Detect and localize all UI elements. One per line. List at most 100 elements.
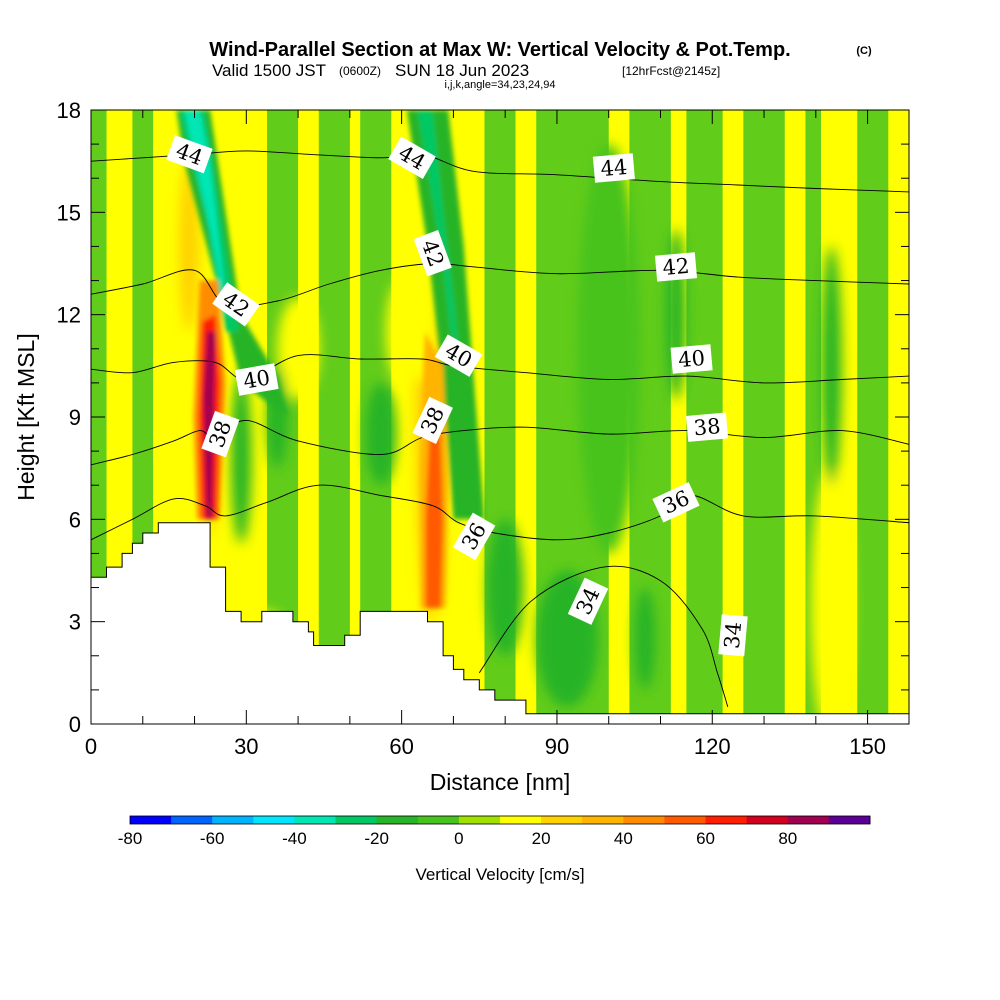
x-axis-title: Distance [nm]	[430, 769, 571, 795]
contour-label: 38	[686, 412, 729, 442]
x-tick-label: 120	[694, 734, 731, 759]
colorbar-tick-label: -20	[364, 829, 389, 848]
contour-label-box	[234, 363, 279, 396]
colorbar-frame	[129, 815, 871, 825]
colorbar-swatch	[417, 816, 460, 824]
theta-contour-36	[91, 484, 909, 541]
contour-label-box	[718, 614, 748, 657]
velocity-blob	[277, 297, 319, 400]
colorbar-swatch	[541, 816, 583, 824]
velocity-blob	[365, 382, 397, 486]
colorbar-swatch	[130, 816, 172, 824]
contour-label: 40	[234, 363, 279, 396]
contour-label-text: 40	[241, 365, 271, 393]
contour-label-box	[652, 482, 700, 523]
forecast-info: [12hrFcst@2145z]	[622, 64, 720, 78]
contour-label-box	[670, 344, 713, 374]
colorbar-swatch	[171, 816, 213, 824]
velocity-blob	[634, 587, 656, 690]
contour-label-box	[452, 512, 496, 561]
contour-label: 44	[592, 153, 635, 183]
x-tick-label: 90	[545, 734, 569, 759]
valid-time: Valid 1500 JST	[212, 61, 326, 80]
utc-time: (0600Z)	[339, 64, 381, 78]
y-axis-ticks: 0 3 6 9 12 15 18	[57, 98, 909, 737]
colorbar-swatch	[335, 816, 378, 824]
x-tick-label: 30	[234, 734, 258, 759]
contour-label-text: 42	[662, 254, 691, 280]
contour-label: 42	[654, 252, 698, 282]
colorbar-swatch	[376, 816, 419, 824]
colorbar-tick-label: 60	[696, 829, 715, 848]
colorbar-swatch	[253, 816, 295, 824]
contour-label: 40	[670, 344, 713, 374]
theta-contour-40	[91, 354, 909, 384]
velocity-blob	[810, 468, 853, 724]
colorbar: -80 -60 -40 -20 0 20 40 60 80	[118, 815, 871, 848]
contour-label-box	[166, 135, 213, 174]
x-tick-label: 0	[85, 734, 97, 759]
y-tick-label: 12	[57, 303, 81, 328]
colorbar-swatch	[664, 816, 707, 824]
contour-label-box	[567, 577, 609, 625]
downdraft-band	[412, 110, 469, 486]
y-tick-label: 9	[69, 405, 81, 430]
contour-label: 42	[413, 230, 452, 277]
contour-label-text: 34	[720, 621, 746, 650]
theta-contour-38	[91, 419, 909, 466]
contour-label-box	[212, 282, 260, 327]
grid-indices: i,j,k,angle=34,23,24,94	[444, 79, 555, 91]
colorbar-tick-label: 20	[532, 829, 551, 848]
velocity-stripe	[857, 110, 889, 724]
contour-label-box	[201, 410, 240, 458]
copyright-mark: (C)	[856, 45, 872, 57]
contour-label-box	[654, 252, 698, 282]
contour-label-box	[592, 153, 635, 183]
colorbar-tick-label: 80	[778, 829, 797, 848]
velocity-stripe	[318, 110, 350, 724]
velocity-blob	[230, 372, 252, 544]
valid-date: SUN 18 Jun 2023	[395, 61, 529, 80]
contour-label: 34	[718, 614, 748, 657]
colorbar-tick-label: -40	[282, 829, 307, 848]
colorbar-tick-label: 40	[614, 829, 633, 848]
contour-label-box	[412, 396, 453, 445]
velocity-blob	[820, 246, 842, 486]
contour-label-text: 40	[677, 346, 706, 372]
contour-label-box	[413, 230, 452, 277]
colorbar-tick-label: 0	[454, 829, 463, 848]
colorbar-swatch	[294, 816, 337, 824]
y-tick-label: 18	[57, 98, 81, 123]
colorbar-swatch	[212, 816, 254, 824]
terrain-profile	[90, 522, 910, 725]
y-tick-label: 0	[69, 712, 81, 737]
x-tick-label: 60	[389, 734, 413, 759]
velocity-blob	[386, 280, 418, 383]
contour-label-text: 44	[600, 155, 629, 181]
contour-label-text: 38	[693, 414, 722, 440]
updraft-core	[203, 331, 216, 520]
colorbar-tick-label: -80	[118, 829, 143, 848]
velocity-blob	[215, 110, 257, 230]
theta-contour-34	[478, 565, 729, 708]
colorbar-tick-label: -60	[200, 829, 225, 848]
y-tick-label: 6	[69, 507, 81, 532]
contour-label-box	[388, 136, 436, 180]
y-tick-label: 3	[69, 610, 81, 635]
colorbar-swatch	[705, 816, 748, 824]
velocity-stripe	[743, 110, 785, 724]
colorbar-swatch	[623, 816, 665, 824]
colorbar-swatch	[582, 816, 624, 824]
colorbar-swatch	[787, 816, 830, 824]
colorbar-title: Vertical Velocity [cm/s]	[415, 865, 584, 884]
x-axis-ticks: 0 30 60 90 120 150	[85, 110, 886, 759]
y-tick-label: 15	[57, 200, 81, 225]
velocity-blob	[487, 519, 524, 656]
updraft-core	[425, 417, 444, 608]
contour-label-box	[434, 334, 483, 377]
colorbar-swatch	[828, 816, 871, 824]
velocity-blob	[179, 161, 200, 332]
contour-label-box	[686, 412, 729, 442]
